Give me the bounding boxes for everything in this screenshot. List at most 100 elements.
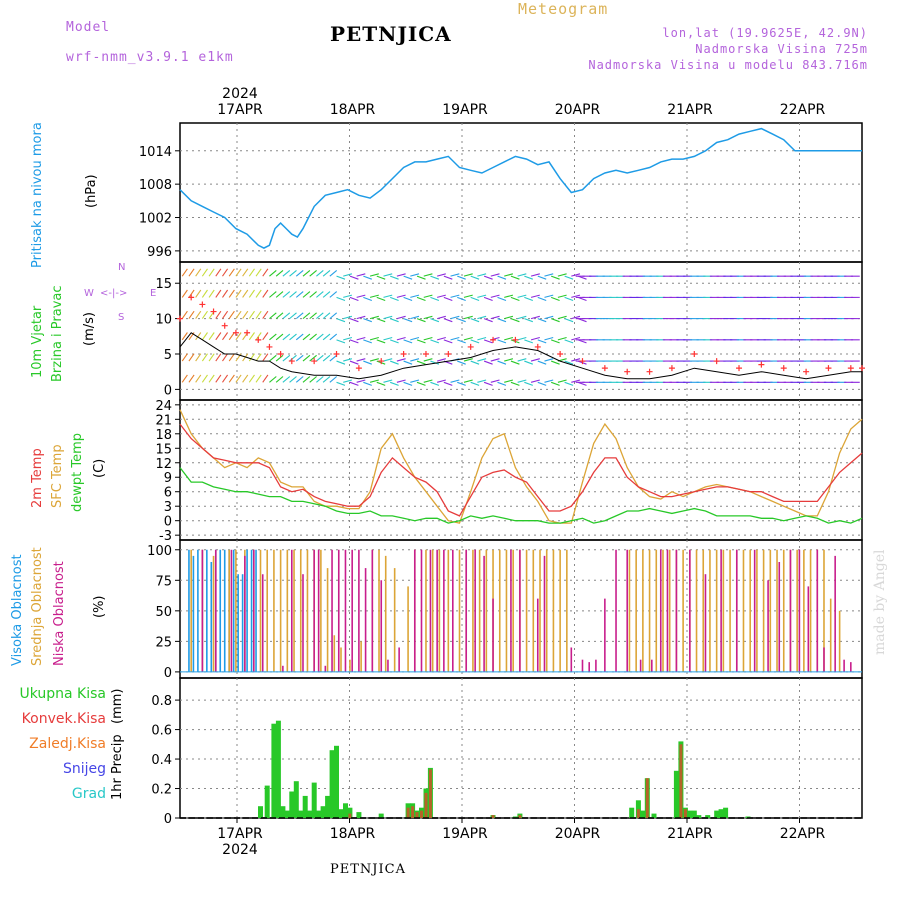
wind-arrow: [363, 318, 372, 323]
y-tick-label: 0.8: [151, 694, 172, 709]
wind-arrow: [289, 376, 297, 383]
panel-frame: [179, 539, 863, 679]
y-tick-label: 0.2: [151, 783, 172, 798]
wind-arrow: [477, 358, 487, 362]
wind-arrow: [557, 379, 567, 383]
total-rain-bar: [635, 800, 641, 818]
wind-arrow: [255, 289, 262, 298]
wind-arrow: [255, 332, 262, 341]
wind-arrow: [437, 273, 446, 277]
wind-arrow: [383, 273, 393, 277]
wind-arrow: [363, 275, 372, 280]
total-rain-bar: [673, 770, 679, 818]
wind-arrow: [309, 312, 317, 320]
wind-arrow: [262, 353, 269, 362]
total-rain-bar: [687, 810, 693, 818]
total-rain-bar: [334, 745, 339, 818]
wind-arrow: [343, 273, 353, 277]
wind-arrow: [530, 273, 540, 277]
wind-arrow: [262, 332, 269, 341]
wind-arrow: [262, 310, 269, 319]
wind-arrow: [504, 273, 514, 277]
wind-arrow: [262, 289, 269, 298]
wind-arrow: [416, 381, 426, 386]
total-rain-bar: [284, 810, 290, 818]
wind-arrow: [504, 358, 514, 362]
wind-arrow: [557, 315, 567, 320]
wind-arrow: [477, 379, 487, 383]
wind-arrow: [557, 294, 567, 298]
legend-convective-rain: Konvek.Kisa: [21, 711, 106, 727]
wind-arrow: [336, 318, 346, 323]
wind-arrow: [195, 374, 202, 383]
wind-arrow: [295, 376, 304, 383]
model-label: Model: [66, 20, 111, 35]
wind-arrow: [215, 353, 222, 362]
wind-arrow: [524, 339, 533, 344]
wind-arrow: [571, 273, 581, 277]
wind-arrow: [181, 268, 188, 277]
wind-arrow: [242, 268, 249, 277]
convective-rain-bar: [518, 815, 522, 818]
wind-arrow: [316, 354, 324, 362]
wind-arrow: [396, 315, 406, 320]
y-tick-label: 0: [164, 383, 172, 398]
wind-arrow: [336, 360, 346, 365]
wind-arrow: [201, 310, 208, 319]
wind-arrow: [329, 354, 338, 362]
convective-rain-bar: [411, 806, 415, 818]
wind-arrow: [537, 318, 547, 323]
wind-arrow: [463, 273, 473, 277]
total-rain-bar: [378, 813, 384, 818]
wind-arrow: [470, 296, 480, 302]
wind-arrow: [248, 268, 255, 277]
x-tick-label-bottom: 17APR: [217, 826, 263, 842]
wind-arrow: [530, 315, 540, 320]
wind-arrow: [403, 318, 413, 323]
wind-arrow: [483, 296, 493, 302]
wind-arrow: [322, 333, 331, 341]
wind-arrow: [437, 315, 446, 320]
total-rain-bar: [714, 810, 720, 818]
wind-arrow: [530, 336, 540, 341]
wind-arrow: [195, 332, 202, 341]
wind-arrow: [248, 289, 255, 298]
wind-arrow: [329, 269, 338, 277]
wind-arrow: [255, 374, 262, 383]
wind-arrow: [208, 332, 215, 341]
total-rain-bar: [298, 810, 304, 818]
wind-arrow: [517, 358, 527, 362]
wind-arrow: [510, 318, 520, 323]
total-rain-bar: [691, 810, 697, 818]
wind-arrow: [215, 310, 222, 319]
wind-arrow: [550, 296, 560, 302]
wind-arrow: [550, 339, 560, 344]
wind-arrow: [235, 268, 242, 277]
wind-arrow: [437, 336, 446, 341]
y-tick-label: 996: [147, 245, 172, 260]
wind-arrow: [282, 312, 291, 320]
wind-gust-mark: [177, 315, 183, 322]
legend-snow: Snijeg: [62, 761, 106, 777]
wind-arrow: [228, 332, 235, 341]
compass-s: S: [118, 312, 125, 323]
wind-arrow: [450, 294, 460, 298]
wind-arrow: [550, 381, 560, 386]
wind-arrow: [450, 336, 460, 341]
total-rain-bar: [293, 781, 299, 818]
wind-arrow: [490, 294, 500, 298]
wind-arrow: [356, 379, 366, 383]
wind-arrow: [255, 268, 262, 277]
wind-arrow: [463, 336, 473, 341]
panel-frame: [179, 399, 863, 541]
y-tick-label: 18: [155, 428, 172, 443]
model-name: wrf-nmm_v3.9.1 e1km: [66, 50, 234, 65]
convective-rain-bar: [406, 807, 410, 818]
wind-arrow: [410, 294, 420, 298]
wind-arrow: [275, 333, 284, 341]
wind-arrow: [228, 310, 235, 319]
wind-arrow: [302, 333, 311, 341]
wind-arrow: [383, 315, 393, 320]
wind-arrow: [222, 310, 229, 319]
wind-arrow: [390, 381, 399, 386]
